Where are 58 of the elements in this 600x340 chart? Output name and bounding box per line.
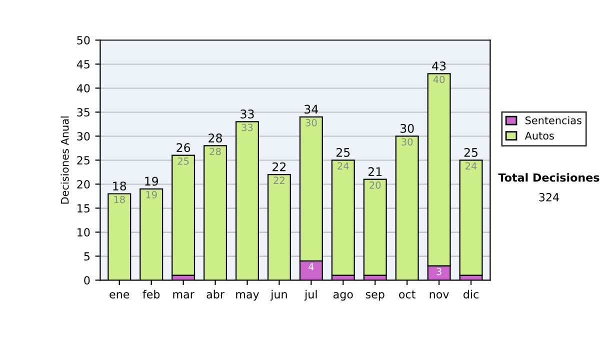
total-label: 25 [336, 148, 350, 157]
y-tick-label: 20 [77, 180, 90, 189]
y-tick-label: 45 [76, 60, 90, 69]
data-label: 18 [114, 196, 125, 204]
total-label: 33 [240, 110, 254, 118]
data-label: 4 [308, 263, 314, 270]
total-label: 22 [272, 162, 286, 172]
bar [459, 160, 483, 276]
data-label: 22 [274, 176, 284, 184]
legend-label: Sentencias [526, 116, 582, 124]
data-label: 40 [433, 76, 445, 84]
x-tick-label: feb [142, 290, 160, 298]
data-label: 19 [146, 191, 157, 198]
total-label: 30 [400, 124, 414, 133]
text: Total Decisiones [498, 173, 600, 182]
total-label: 43 [432, 62, 446, 70]
data-label: 24 [338, 162, 349, 170]
x-tick-label: ago [333, 292, 353, 301]
x-tick-label: sep [366, 292, 384, 301]
x-tick-label: nov [430, 292, 449, 298]
data-label: 3 [436, 268, 442, 276]
x-tick-label: may [236, 292, 260, 301]
y-axis-title: Decisiones Anual [60, 116, 69, 204]
data-label: 30 [402, 138, 413, 146]
y-tick-label: 50 [77, 36, 90, 44]
total-label: 26 [176, 143, 190, 152]
y-tick-label: 15 [78, 204, 90, 213]
x-tick-label: abr [206, 290, 224, 298]
y-tick-label: 10 [78, 228, 90, 237]
data-label: 28 [210, 148, 221, 156]
y-tick-label: 30 [77, 132, 90, 141]
data-label: 30 [306, 119, 317, 126]
text: 324 [539, 193, 559, 202]
data-label: 24 [466, 162, 477, 170]
data-label: 20 [370, 181, 381, 189]
total-label: 19 [145, 176, 158, 186]
x-tick-label: oct [399, 290, 416, 298]
x-tick-label: dic [464, 290, 478, 298]
y-tick-label: 5 [84, 252, 90, 261]
y-tick-label: 0 [84, 276, 90, 285]
total-label: 34 [304, 104, 318, 114]
bar [172, 154, 196, 276]
total-label: 28 [208, 134, 222, 142]
total-label: 25 [464, 148, 478, 157]
x-tick-label: mar [173, 292, 194, 298]
data-label: 33 [242, 124, 253, 132]
legend-label: Autos [524, 132, 554, 140]
x-tick-label: jul [304, 290, 317, 301]
total-label: 21 [368, 167, 382, 176]
y-tick-label: 25 [77, 156, 90, 165]
bar [331, 160, 355, 276]
total-label: 18 [113, 182, 126, 190]
x-tick-label: ene [110, 292, 130, 298]
data-label: 25 [178, 157, 189, 165]
bar [363, 178, 387, 276]
x-tick-label: jun [270, 290, 287, 301]
y-tick-label: 35 [77, 108, 90, 117]
y-tick-label: 40 [76, 84, 90, 93]
